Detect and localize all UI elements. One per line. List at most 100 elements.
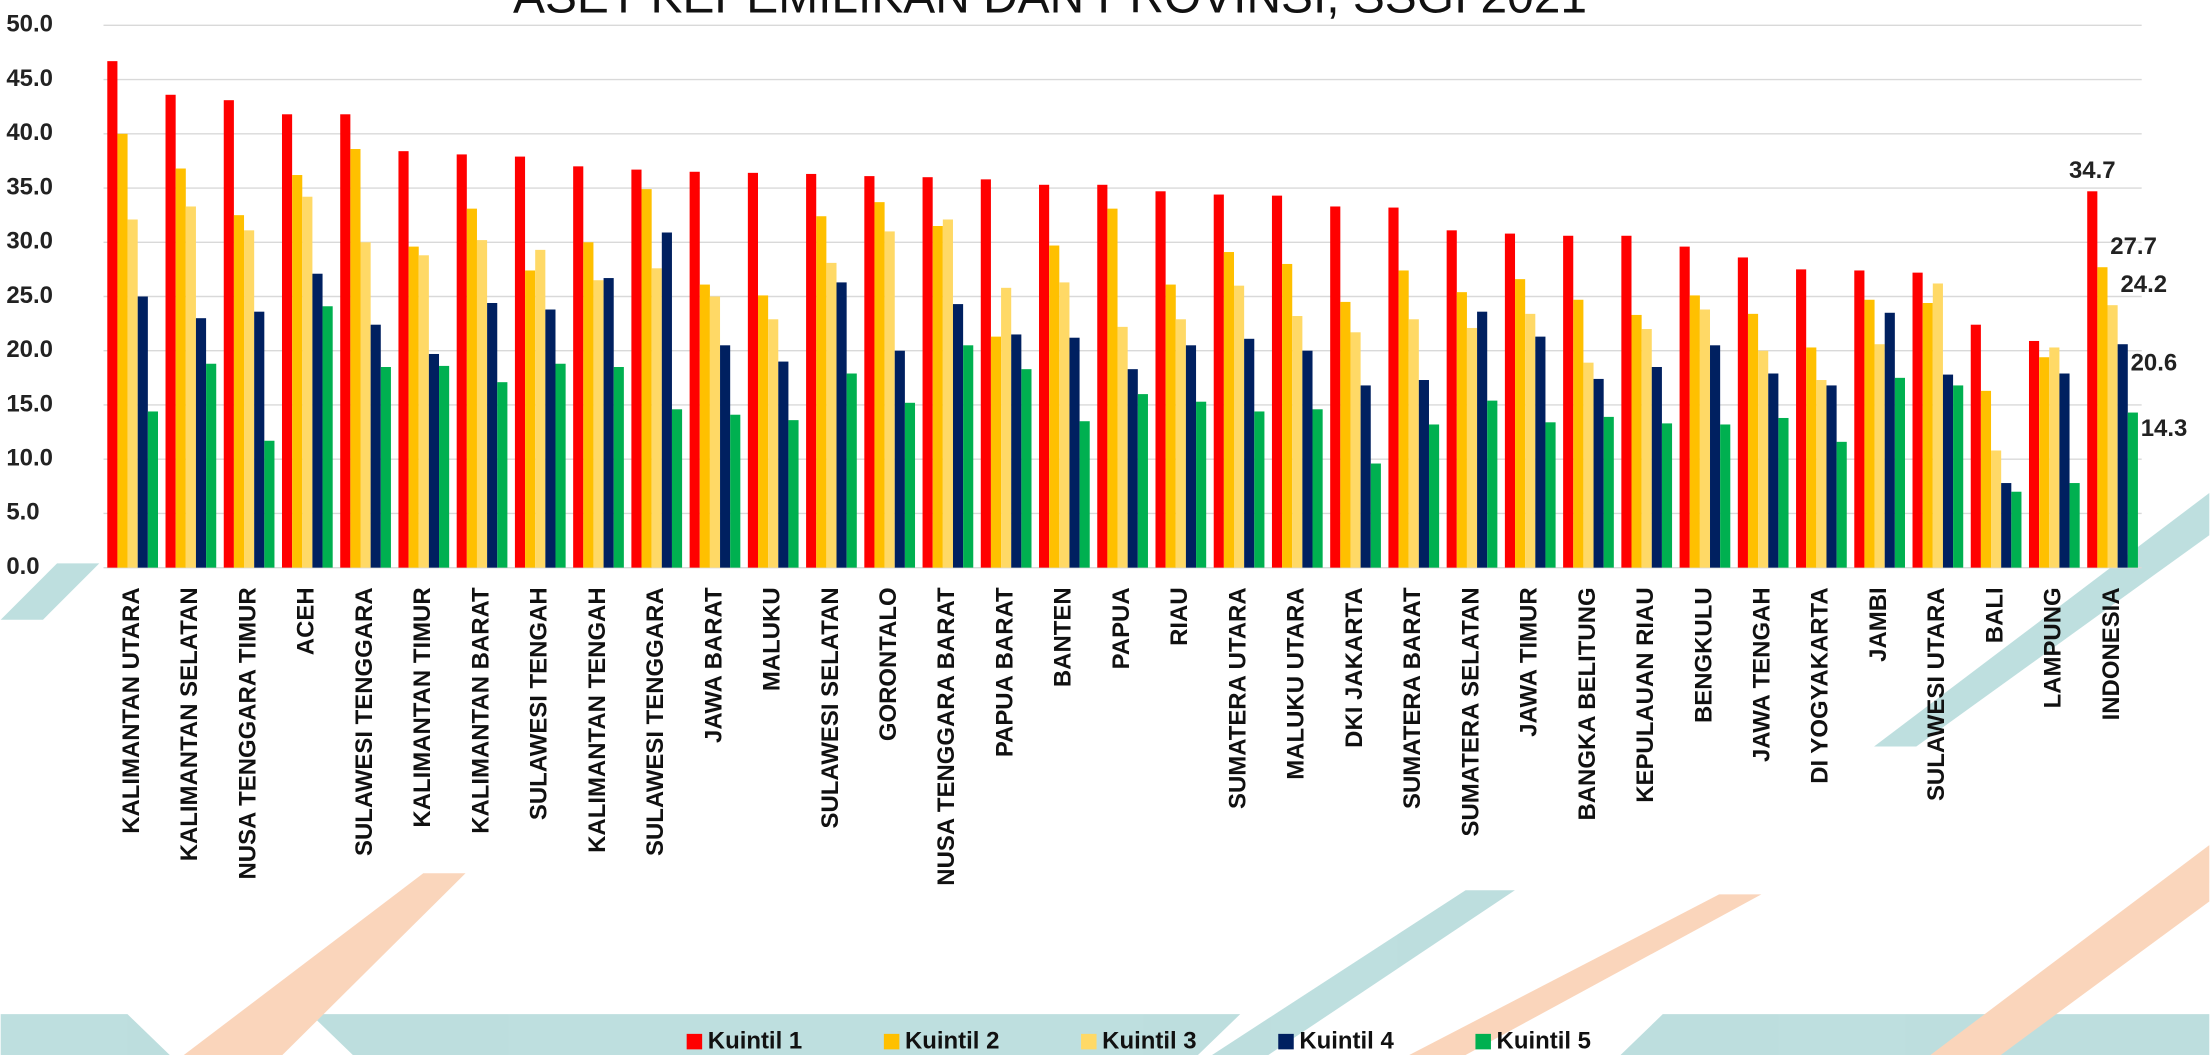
x-tick-label: PAPUA: [1108, 587, 1135, 669]
bar: [233, 215, 245, 568]
x-tick-label: KALIMANTAN SELATAN: [176, 587, 203, 861]
bar: [1836, 441, 1847, 568]
bar: [1874, 344, 1885, 568]
bar: [1641, 329, 1652, 568]
y-tick-label: 5.0: [6, 499, 39, 526]
bar: [1806, 347, 1817, 568]
x-tick-label: NUSA TENGGARA BARAT: [933, 587, 960, 886]
bar: [545, 309, 556, 568]
bar: [1953, 385, 1964, 568]
x-tick-label: BANGKA BELITUNG: [1574, 587, 1601, 820]
bar: [904, 402, 916, 568]
bar: [2049, 347, 2060, 568]
bar: [1720, 424, 1731, 568]
legend-label: Kuintil 3: [1102, 1028, 1196, 1055]
bar: [922, 177, 933, 568]
bar: [1894, 377, 1905, 568]
bar: [768, 319, 779, 568]
bar: [699, 284, 710, 568]
bar: [613, 366, 624, 568]
y-tick-label: 45.0: [6, 65, 53, 92]
x-tick-label: DI YOGYAKARTA: [1807, 587, 1834, 783]
legend-swatch: [1475, 1033, 1491, 1050]
bar: [466, 208, 477, 568]
bar: [350, 148, 361, 568]
bar: [1583, 362, 1594, 568]
value-label: 34.7: [2069, 157, 2116, 184]
bar: [1340, 301, 1351, 568]
bar: [1388, 207, 1399, 568]
bar: [1302, 350, 1313, 568]
bar: [1196, 401, 1207, 568]
bar: [1223, 252, 1235, 568]
x-tick-label: PAPUA BARAT: [991, 587, 1018, 757]
y-tick-label: 50.0: [6, 11, 53, 38]
bar: [1796, 269, 1807, 568]
y-tick-label: 20.0: [6, 336, 53, 363]
legend-swatch: [1278, 1033, 1294, 1050]
legend: Kuintil 1 Kuintil 2 Kuintil 3 Kuintil 4 Kuin…: [686, 1028, 1591, 1055]
x-tick-label: SULAWESI TENGGARA: [642, 587, 669, 856]
bar: [360, 242, 371, 568]
bar: [1710, 345, 1721, 568]
bar: [1117, 326, 1128, 568]
x-tick-label: INDONESIA: [2098, 587, 2125, 720]
x-tick-label: BALI: [1981, 587, 2008, 643]
bar: [137, 296, 148, 568]
bar: [651, 268, 662, 568]
bar: [1107, 208, 1118, 568]
bar: [1234, 285, 1245, 568]
x-tick-label: KALIMANTAN BARAT: [467, 587, 494, 834]
x-tick-label: KALIMANTAN TIMUR: [409, 587, 436, 827]
bar: [1059, 282, 1070, 568]
bar: [1049, 245, 1060, 568]
legend-swatch: [883, 1033, 900, 1050]
bar: [1991, 450, 2002, 568]
bar: [932, 226, 943, 568]
bar: [1011, 334, 1022, 568]
bar: [1428, 424, 1440, 568]
bar: [195, 318, 207, 568]
y-tick-label: 35.0: [6, 173, 53, 200]
bar: [1312, 409, 1323, 568]
legend-label: Kuintil 2: [905, 1028, 999, 1055]
bar: [2097, 267, 2108, 568]
bar: [1292, 316, 1303, 568]
bar: [292, 175, 303, 568]
bar: [720, 345, 731, 568]
bar: [1001, 287, 1012, 568]
x-tick-label: KALIMANTAN UTARA: [118, 587, 145, 833]
x-tick-label: SUMATERA BARAT: [1399, 587, 1426, 809]
bar: [254, 311, 265, 568]
x-tick-label: SUMATERA SELATAN: [1457, 587, 1484, 836]
bar: [1282, 263, 1293, 568]
bar: [312, 273, 323, 568]
bar: [894, 350, 905, 568]
bar: [836, 282, 847, 568]
bar: [1360, 385, 1371, 568]
bar: [1689, 295, 1700, 568]
bar: [1884, 312, 1895, 568]
x-tick-label: NUSA TENGGARA TIMUR: [234, 587, 261, 879]
bar: [583, 242, 594, 568]
bar: [398, 151, 409, 568]
bar: [1922, 303, 1933, 568]
bar: [1593, 378, 1604, 568]
bar: [1021, 369, 1032, 568]
bar: [709, 296, 721, 568]
bar: [1398, 270, 1409, 568]
x-tick-label: RIAU: [1166, 587, 1193, 646]
bar: [603, 278, 614, 568]
x-tick-label: LAMPUNG: [2040, 587, 2067, 708]
x-tick-label: JAMBI: [1865, 587, 1892, 661]
bar: [884, 231, 895, 568]
bar: [1573, 299, 1584, 568]
bar: [147, 411, 158, 568]
bar: [535, 249, 546, 568]
bar: [1137, 394, 1148, 568]
x-tick-label: KEPULAUAN RIAU: [1632, 587, 1659, 802]
bar: [963, 345, 974, 568]
bar: [302, 196, 313, 568]
bar: [2127, 412, 2138, 568]
